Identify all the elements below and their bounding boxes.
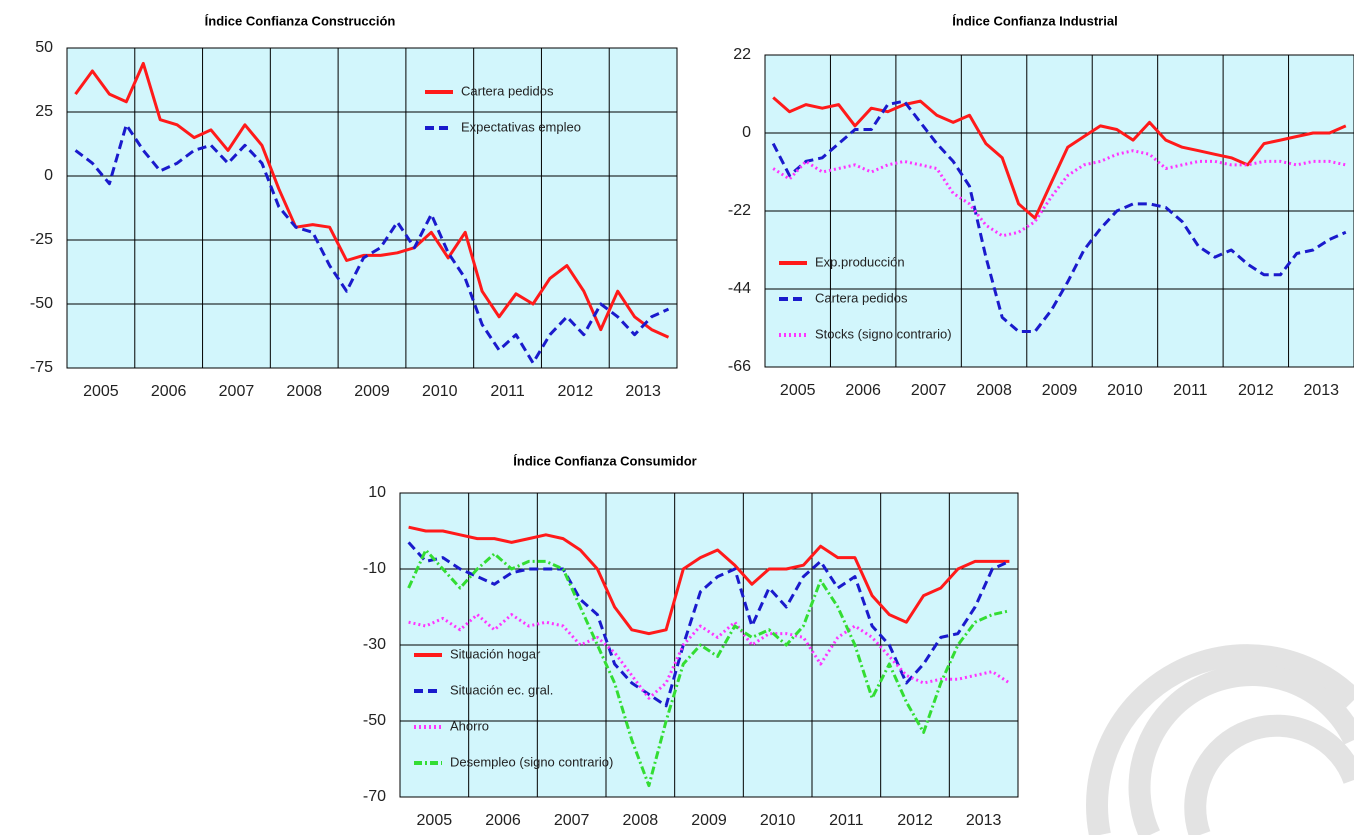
legend-label: Desempleo (signo contrario) — [450, 754, 613, 769]
y-tick-label: 0 — [44, 167, 53, 184]
data-line — [74, 123, 670, 365]
legend-label: Situación hogar — [450, 646, 541, 661]
x-tick-label: 2010 — [422, 383, 458, 400]
legend-label: Ahorro — [450, 718, 489, 733]
y-tick-label: -10 — [363, 560, 386, 577]
y-tick-label: -50 — [363, 712, 386, 729]
x-tick-label: 2008 — [623, 812, 659, 829]
x-tick-label: 2006 — [845, 382, 881, 399]
plot-area — [66, 47, 678, 369]
chart-title: Índice Confianza Consumidor — [513, 453, 696, 468]
x-tick-label: 2007 — [219, 383, 255, 400]
chart-title: Índice Confianza Construcción — [205, 13, 396, 28]
x-tick-label: 2011 — [1173, 382, 1208, 399]
data-line — [772, 96, 1347, 220]
legend-label: Cartera pedidos — [461, 83, 554, 98]
y-tick-label: -66 — [728, 358, 751, 375]
y-tick-label: 0 — [742, 124, 751, 141]
y-tick-label: -25 — [30, 231, 53, 248]
y-tick-label: 50 — [35, 39, 53, 56]
x-tick-label: 2013 — [625, 383, 661, 400]
x-tick-label: 2013 — [966, 812, 1002, 829]
data-line — [407, 541, 1011, 708]
x-tick-label: 2009 — [691, 812, 727, 829]
x-tick-label: 2009 — [354, 383, 390, 400]
data-line — [771, 99, 1347, 333]
x-tick-label: 2008 — [976, 382, 1012, 399]
y-tick-label: 25 — [35, 103, 53, 120]
legend-label: Situación ec. gral. — [450, 682, 553, 697]
watermark — [1085, 644, 1354, 835]
x-tick-label: 2011 — [829, 812, 864, 829]
y-tick-label: -75 — [30, 359, 53, 376]
data-line — [408, 525, 1010, 636]
y-tick-label: -44 — [728, 280, 751, 297]
x-tick-label: 2007 — [911, 382, 947, 399]
x-tick-label: 2010 — [760, 812, 796, 829]
x-tick-label: 2006 — [485, 812, 521, 829]
x-tick-label: 2005 — [417, 812, 453, 829]
legend-label: Exp.producción — [815, 254, 905, 269]
x-tick-label: 2010 — [1107, 382, 1143, 399]
y-tick-label: -70 — [363, 788, 386, 805]
legend-label: Cartera pedidos — [815, 290, 908, 305]
legend-label: Expectativas empleo — [461, 119, 581, 134]
data-line — [407, 548, 1010, 788]
x-tick-label: 2012 — [897, 812, 933, 829]
y-tick-label: 22 — [733, 46, 751, 63]
y-tick-label: 10 — [368, 484, 386, 501]
data-line — [772, 149, 1347, 238]
x-tick-label: 2012 — [1238, 382, 1274, 399]
x-tick-label: 2009 — [1042, 382, 1078, 399]
data-line — [408, 613, 1011, 700]
y-tick-label: -50 — [30, 295, 53, 312]
y-tick-label: -22 — [728, 202, 751, 219]
watermark-arc — [1085, 644, 1354, 835]
legend-label: Stocks (signo contrario) — [815, 326, 952, 341]
x-tick-label: 2012 — [558, 383, 594, 400]
watermark-arc — [1184, 714, 1354, 835]
x-tick-label: 2005 — [780, 382, 816, 399]
x-tick-label: 2011 — [490, 383, 525, 400]
y-tick-label: -30 — [363, 636, 386, 653]
x-tick-label: 2013 — [1303, 382, 1339, 399]
chart-title: Índice Confianza Industrial — [952, 13, 1117, 28]
x-tick-label: 2005 — [83, 383, 119, 400]
x-tick-label: 2006 — [151, 383, 187, 400]
watermark-arc — [1128, 664, 1354, 835]
x-tick-label: 2007 — [554, 812, 590, 829]
x-tick-label: 2008 — [286, 383, 322, 400]
data-line — [74, 61, 670, 339]
